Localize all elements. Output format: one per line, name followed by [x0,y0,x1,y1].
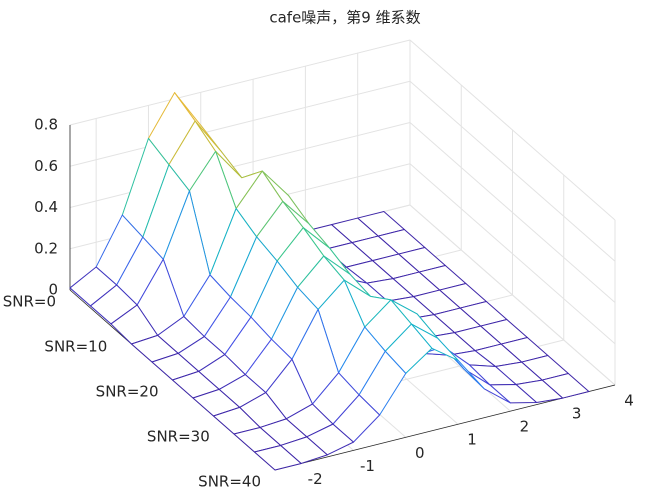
x-tick-label: -2 [308,470,323,488]
z-tick-label: 0 [48,281,58,299]
x-tick-label: 2 [520,418,530,436]
x-tick-label: -1 [360,457,375,475]
grid-line [69,39,411,126]
x-tick-label: 4 [624,392,634,410]
grid-line [69,80,411,167]
grid-line [69,122,411,208]
chart-title: cafe噪声，第9 维系数 [269,9,420,27]
mesh-face [254,444,302,471]
y-tick-label: SNR=40 [198,473,261,491]
x-tick-label: 0 [415,444,425,462]
y-tick-label: SNR=10 [44,338,107,356]
x-tick-label: 3 [572,405,582,423]
z-tick-label: 0.4 [34,198,58,216]
z-tick-label: 0.8 [34,116,58,134]
y-tick-label: SNR=20 [96,383,159,401]
y-tick-label: SNR=30 [147,428,210,446]
x-tick-label: 1 [467,431,477,449]
z-tick-label: 0.6 [34,157,58,175]
z-tick-label: 0.2 [34,239,58,257]
y-tick-label: SNR=0 [3,293,56,311]
